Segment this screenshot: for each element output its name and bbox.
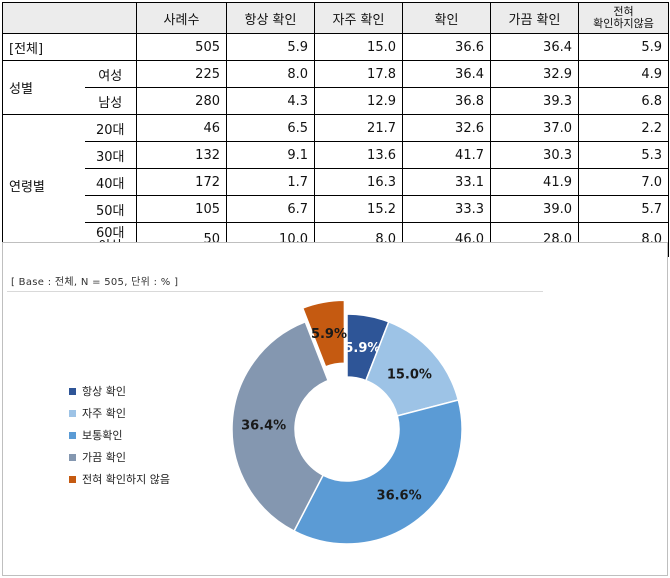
legend-swatch — [69, 475, 76, 483]
cell-value: 5.3 — [578, 141, 669, 169]
sub-label: 여성 — [84, 60, 137, 88]
cell-value: 6.7 — [226, 195, 315, 223]
header-blank — [2, 2, 137, 34]
table-row: 연령별 20대 46 6.5 21.7 32.6 37.0 2.2 — [2, 114, 669, 257]
cell-value: 280 — [136, 87, 227, 115]
legend-swatch — [69, 453, 76, 461]
cell-value: 12.9 — [314, 87, 403, 115]
cell-value: 4.3 — [226, 87, 315, 115]
cell-value: 2.2 — [578, 114, 669, 142]
group-label: 성별 — [2, 60, 85, 115]
cell-value: 172 — [136, 168, 227, 196]
survey-table: 사례수 항상 확인 자주 확인 확인 가끔 확인 전혀 확인하지않음 [전체] 5… — [2, 2, 669, 257]
header-check: 확인 — [402, 2, 491, 34]
cell-value: 132 — [136, 141, 227, 169]
legend-swatch — [69, 431, 76, 439]
legend-item: 전혀 확인하지 않음 — [69, 468, 170, 490]
sub-label: 20대 — [84, 114, 137, 142]
legend-item: 가끔 확인 — [69, 446, 170, 468]
cell-value: 36.8 — [402, 87, 491, 115]
sub-label: 50대 — [84, 195, 137, 223]
legend-item: 자주 확인 — [69, 402, 170, 424]
header-always: 항상 확인 — [226, 2, 315, 34]
group-label: 연령별 — [2, 114, 85, 257]
cell-value: 6.5 — [226, 114, 315, 142]
sub-label: 30대 — [84, 141, 137, 169]
legend-label: 전혀 확인하지 않음 — [82, 473, 170, 486]
legend-swatch — [69, 409, 76, 417]
header-sometimes: 가끔 확인 — [490, 2, 579, 34]
sub-label: 40대 — [84, 168, 137, 196]
cell-value: 6.8 — [578, 87, 669, 115]
legend-item: 보통확인 — [69, 424, 170, 446]
cell-value: 225 — [136, 60, 227, 88]
cell-value: 16.3 — [314, 168, 403, 196]
legend-label: 가끔 확인 — [82, 451, 126, 464]
donut-slice — [293, 399, 463, 545]
table-row: 30대 132 9.1 13.6 41.7 30.3 5.3 — [3, 141, 669, 169]
legend-swatch — [69, 387, 76, 395]
legend-label: 자주 확인 — [82, 407, 126, 420]
cell-value: 5.9 — [578, 33, 669, 61]
donut-slice — [301, 299, 346, 368]
cell-value: 4.9 — [578, 60, 669, 88]
cell-value: 36.4 — [402, 60, 491, 88]
cell-value: 7.0 — [578, 168, 669, 196]
cell-value: 46 — [136, 114, 227, 142]
slice-data-label: 5.9% — [344, 341, 380, 356]
slice-data-label: 36.6% — [377, 488, 422, 503]
cell-value: 21.7 — [314, 114, 403, 142]
cell-value: 36.4 — [490, 33, 579, 61]
slice-data-label: 5.9% — [311, 327, 347, 342]
cell-value: 1.7 — [226, 168, 315, 196]
data-table-wrapper: 사례수 항상 확인 자주 확인 확인 가끔 확인 전혀 확인하지않음 [전체] 5… — [2, 2, 669, 257]
header-often: 자주 확인 — [314, 2, 403, 34]
header-cases: 사례수 — [136, 2, 227, 34]
cell-value: 505 — [136, 33, 227, 61]
table-header-row: 사례수 항상 확인 자주 확인 확인 가끔 확인 전혀 확인하지않음 — [2, 2, 669, 34]
cell-value: 41.7 — [402, 141, 491, 169]
donut-slice — [231, 320, 330, 533]
table-row: [전체] 505 5.9 15.0 36.6 36.4 5.9 — [2, 33, 669, 61]
table-row: 50대 105 6.7 15.2 33.3 39.0 5.7 — [3, 195, 669, 223]
cell-value: 5.7 — [578, 195, 669, 223]
legend-label: 항상 확인 — [82, 385, 126, 398]
cell-value: 8.0 — [226, 60, 315, 88]
cell-value: 32.6 — [402, 114, 491, 142]
table-body: [전체] 505 5.9 15.0 36.6 36.4 5.9 성별 여성 225 8.0 17.8 3… — [2, 33, 669, 257]
cell-value: 33.3 — [402, 195, 491, 223]
donut-chart: 5.9% 15.0% 36.6% 36.4% 5.9% — [231, 299, 463, 545]
cell-value: 32.9 — [490, 60, 579, 88]
cell-value: 41.9 — [490, 168, 579, 196]
slice-data-label: 36.4% — [241, 419, 286, 434]
legend-label: 보통확인 — [82, 429, 123, 442]
cell-value: 13.6 — [314, 141, 403, 169]
cell-value: 15.2 — [314, 195, 403, 223]
sub-label: 남성 — [84, 87, 137, 115]
cell-value: 17.8 — [314, 60, 403, 88]
cell-value: 105 — [136, 195, 227, 223]
note-divider — [7, 291, 543, 292]
table-row: 40대 172 1.7 16.3 33.1 41.9 7.0 — [3, 168, 669, 196]
table-row: 남성 280 4.3 12.9 36.8 39.3 6.8 — [3, 87, 669, 115]
cell-value: 37.0 — [490, 114, 579, 142]
cell-value: 39.0 — [490, 195, 579, 223]
cell-value: 30.3 — [490, 141, 579, 169]
row-label: [전체] — [2, 33, 137, 61]
header-never: 전혀 확인하지않음 — [578, 2, 669, 34]
table-row: 성별 여성 225 8.0 17.8 36.4 32.9 4.9 — [2, 60, 669, 115]
legend-item: 항상 확인 — [69, 380, 170, 402]
cell-value: 39.3 — [490, 87, 579, 115]
cell-value: 33.1 — [402, 168, 491, 196]
cell-value: 15.0 — [314, 33, 403, 61]
cell-value: 36.6 — [402, 33, 491, 61]
cell-value: 9.1 — [226, 141, 315, 169]
chart-panel: [ Base : 전체, N = 505, 단위 : % ] 5.9% 15.0%… — [2, 242, 668, 576]
slice-data-label: 15.0% — [387, 367, 432, 382]
cell-value: 5.9 — [226, 33, 315, 61]
chart-base-note: [ Base : 전체, N = 505, 단위 : % ] — [11, 277, 179, 288]
